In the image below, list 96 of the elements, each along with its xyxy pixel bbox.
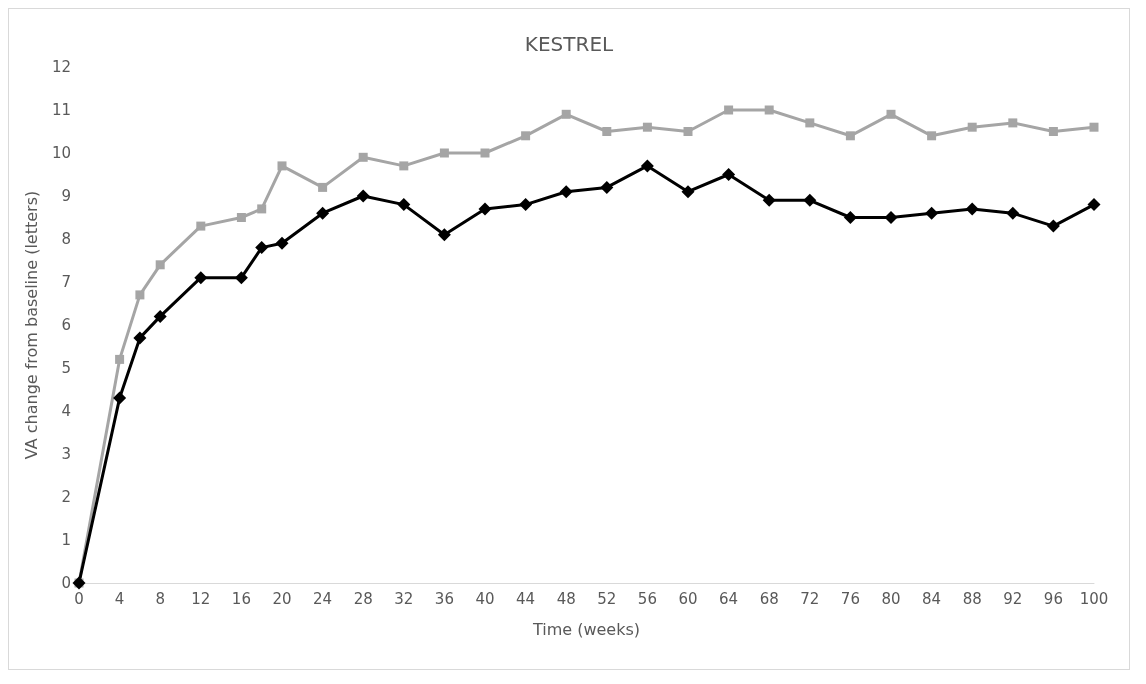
- point: [559, 185, 573, 199]
- point: [803, 193, 817, 207]
- point: [683, 127, 693, 136]
- point: [519, 198, 533, 212]
- point: [153, 309, 167, 323]
- point: [642, 122, 652, 132]
- x-tick-label: 36: [434, 589, 454, 608]
- x-tick-label: 44: [516, 589, 536, 608]
- y-axis-title: VA change from baseline (letters): [21, 190, 41, 460]
- point: [397, 198, 411, 212]
- point: [275, 236, 289, 250]
- x-tick-label: 84: [922, 589, 942, 608]
- point: [843, 211, 857, 224]
- point: [925, 206, 939, 220]
- point: [884, 211, 898, 224]
- x-tick-label: 80: [881, 589, 901, 608]
- point: [1048, 127, 1058, 136]
- x-tick-label: 32: [394, 589, 414, 608]
- x-tick-label: 76: [840, 589, 860, 608]
- point: [1006, 206, 1020, 220]
- x-tick-label: 60: [678, 589, 698, 608]
- point: [1089, 122, 1099, 132]
- x-tick-label: 48: [556, 589, 576, 608]
- point: [967, 122, 977, 132]
- chart-title: KESTREL: [524, 32, 615, 56]
- y-tick-label: 2: [61, 488, 71, 506]
- point: [115, 354, 125, 364]
- point: [196, 221, 206, 231]
- x-tick-label: 92: [1003, 589, 1023, 608]
- x-tick-label: 88: [962, 589, 982, 608]
- point: [965, 202, 979, 216]
- point: [236, 213, 246, 222]
- y-tick-label: 0: [61, 574, 71, 592]
- x-tick-label: 72: [800, 589, 820, 608]
- y-tick-label: 5: [61, 359, 71, 377]
- point: [1008, 118, 1018, 128]
- point: [133, 331, 147, 345]
- x-tick-label: 24: [313, 589, 333, 608]
- x-tick-label: 64: [719, 589, 739, 608]
- point: [318, 182, 328, 192]
- point: [478, 202, 492, 216]
- x-tick-label: 56: [637, 589, 657, 608]
- y-tick-label: 6: [61, 316, 71, 334]
- x-tick-label: 0: [74, 589, 84, 608]
- point: [1046, 219, 1060, 233]
- point: [356, 189, 370, 203]
- point: [805, 118, 815, 128]
- point: [399, 161, 409, 171]
- point: [600, 180, 614, 194]
- point: [155, 260, 165, 270]
- x-tick-label: 52: [597, 589, 617, 608]
- point: [135, 290, 145, 300]
- x-tick-label: 4: [114, 589, 125, 608]
- point: [234, 271, 248, 285]
- point: [439, 148, 449, 158]
- point: [640, 159, 654, 173]
- y-tick-label: 4: [61, 402, 71, 420]
- y-tick-label: 12: [51, 58, 71, 76]
- point: [480, 148, 490, 158]
- x-tick-label: 100: [1079, 589, 1109, 608]
- x-tick-label: 96: [1043, 589, 1063, 608]
- y-tick-label: 8: [61, 230, 71, 248]
- point: [845, 131, 855, 141]
- y-tick-label: 10: [51, 144, 71, 162]
- x-tick-label: 16: [231, 589, 251, 608]
- point: [257, 204, 267, 214]
- x-tick-label: 12: [191, 589, 211, 608]
- point: [194, 271, 208, 285]
- x-axis-title: Time (weeks): [531, 619, 641, 639]
- point: [521, 131, 531, 141]
- y-tick-label: 7: [61, 273, 71, 291]
- point: [724, 105, 734, 115]
- y-tick-label: 1: [61, 531, 71, 549]
- point: [316, 206, 330, 220]
- x-tick-label: 68: [759, 589, 779, 608]
- point: [437, 228, 451, 242]
- point: [886, 109, 896, 119]
- point: [602, 127, 612, 136]
- point: [1087, 198, 1101, 212]
- y-tick-label: 11: [51, 101, 71, 119]
- point: [358, 152, 368, 162]
- x-tick-label: 20: [272, 589, 292, 608]
- point: [681, 185, 695, 199]
- y-tick-label: 9: [61, 187, 71, 205]
- y-tick-label: 3: [61, 445, 71, 463]
- point: [762, 193, 776, 207]
- point: [764, 105, 774, 115]
- x-tick-label: 28: [353, 589, 373, 608]
- point: [277, 161, 287, 171]
- point: [255, 241, 269, 255]
- point: [113, 391, 127, 405]
- point: [722, 168, 736, 181]
- x-tick-label: 40: [475, 589, 495, 608]
- point: [927, 131, 937, 141]
- x-tick-label: 8: [155, 589, 165, 608]
- point: [561, 109, 571, 119]
